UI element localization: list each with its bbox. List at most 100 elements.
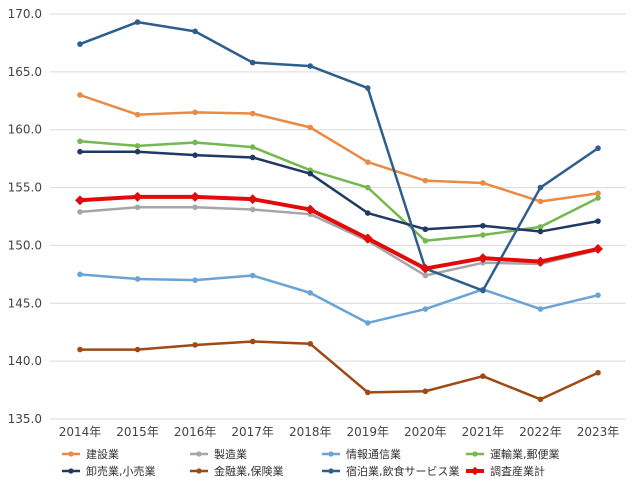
data-point (307, 170, 314, 177)
series-line (78, 93, 600, 203)
series-line (78, 140, 600, 243)
series-line (78, 205, 600, 277)
data-point (364, 210, 371, 216)
legend-item: 製造業 (190, 447, 247, 461)
legend-item: 調査産業計 (466, 464, 545, 478)
y-tick-label: 145.0 (8, 296, 42, 310)
legend-marker (328, 468, 334, 474)
data-point (249, 154, 256, 161)
x-tick-label: 2019年 (347, 425, 390, 439)
legend-label: 建設業 (86, 447, 119, 461)
y-tick-label: 135.0 (8, 412, 42, 426)
data-point (307, 340, 314, 347)
legend-marker (196, 468, 202, 474)
legend-marker (196, 451, 202, 457)
data-point (192, 28, 198, 35)
y-axis: 135.0 140.0 145.0 150.0 155.0 160.0 165.0 170.0 (8, 7, 42, 426)
data-point (132, 191, 143, 202)
x-tick-label: 2021年 (462, 425, 505, 439)
legend-label: 金融業,保険業 (214, 464, 284, 478)
legend-item: 運輸業,郵便業 (466, 447, 560, 461)
y-tick-label: 155.0 (8, 181, 42, 195)
data-point (422, 306, 429, 312)
series-group (77, 148, 601, 235)
series-line (78, 340, 600, 401)
legend-marker (472, 451, 478, 457)
data-point (192, 109, 198, 116)
data-point (134, 148, 141, 155)
data-point (364, 389, 371, 396)
data-point (535, 256, 546, 267)
data-point (77, 41, 83, 47)
x-tick-label: 2018年 (289, 425, 332, 439)
data-point (249, 272, 256, 279)
data-point (362, 233, 373, 244)
legend-item: 建設業 (62, 447, 119, 461)
data-point (192, 139, 198, 146)
series-line (78, 194, 600, 271)
data-point (77, 138, 83, 145)
data-point (77, 148, 83, 155)
data-point (364, 320, 371, 326)
data-point (595, 292, 601, 298)
data-point (480, 373, 486, 379)
y-tick-label: 165.0 (8, 65, 42, 79)
data-point (249, 59, 256, 66)
data-point (247, 194, 258, 205)
data-point (364, 85, 371, 91)
data-point (77, 271, 83, 278)
legend-marker (68, 451, 74, 457)
series-group (77, 204, 601, 279)
data-point (537, 224, 544, 230)
y-tick-label: 160.0 (8, 123, 42, 137)
x-tick-label: 2015年 (116, 425, 159, 439)
legend-label: 卸売業,小売業 (86, 464, 156, 478)
series-line (78, 150, 600, 233)
data-point (595, 145, 601, 152)
data-point (537, 396, 544, 403)
x-axis: 2014年 2015年 2016年 2017年 2018年 2019年 2020年 2021年… (59, 425, 620, 439)
data-point (249, 110, 256, 117)
series-group (77, 19, 601, 294)
data-point (134, 276, 141, 282)
series-group (77, 338, 601, 403)
legend-label: 製造業 (214, 447, 247, 461)
data-point (595, 190, 601, 197)
data-point (134, 111, 141, 118)
data-point (477, 253, 488, 264)
y-tick-label: 150.0 (8, 238, 42, 252)
data-point (134, 143, 141, 149)
legend-label: 運輸業,郵便業 (490, 447, 560, 461)
y-tick-label: 170.0 (8, 7, 42, 21)
data-point (134, 346, 141, 353)
data-point (307, 124, 314, 131)
data-point (480, 180, 486, 186)
data-point (249, 206, 256, 213)
data-point (77, 209, 83, 215)
x-tick-label: 2014年 (59, 425, 102, 439)
series-group (77, 271, 601, 326)
x-tick-label: 2023年 (577, 425, 620, 439)
legend-marker (470, 466, 480, 476)
legend-label: 宿泊業,飲食サービス業 (346, 464, 460, 478)
data-point (249, 144, 256, 150)
data-point (192, 277, 198, 283)
legend-label: 調査産業計 (490, 464, 545, 478)
x-tick-label: 2016年 (174, 425, 217, 439)
data-point (422, 177, 429, 184)
x-tick-label: 2020年 (404, 425, 447, 439)
data-point (364, 159, 371, 165)
legend-item: 宿泊業,飲食サービス業 (322, 464, 460, 478)
series-line (78, 20, 600, 292)
legend-marker (68, 468, 74, 474)
data-point (134, 19, 141, 25)
data-point (364, 184, 371, 191)
x-tick-label: 2017年 (231, 425, 274, 439)
legend-item: 卸売業,小売業 (62, 464, 156, 478)
data-point (77, 346, 83, 353)
data-point (192, 342, 198, 348)
data-point (480, 232, 486, 238)
data-point (307, 63, 314, 69)
